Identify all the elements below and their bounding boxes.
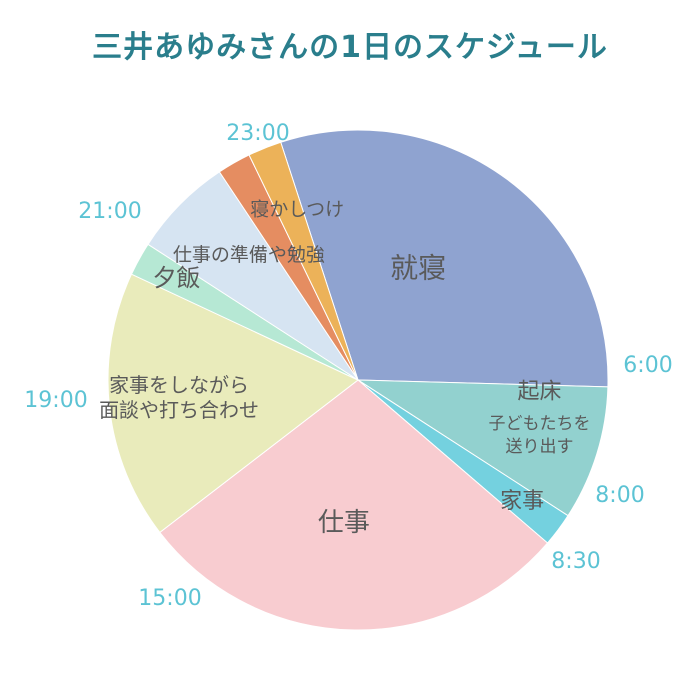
slice-label-junbi: 仕事の準備や勉強 — [173, 244, 325, 266]
time-label-6: 21:00 — [78, 199, 141, 224]
time-label-0: 23:00 — [226, 121, 289, 146]
slice-label-yuhan: 夕飯 — [152, 264, 200, 292]
slice-label-mendan-0: 家事をしながら — [109, 373, 249, 397]
slice-label-shushin: 就寝 — [390, 252, 446, 285]
pie-slice-shigoto — [159, 379, 549, 631]
pie-slice-extra — [248, 141, 359, 381]
slice-label-nekashitsuke: 寝かしつけ — [250, 199, 344, 221]
slice-label-mendan-1: 面談や打ち合わせ — [99, 398, 259, 422]
time-label-4: 15:00 — [138, 586, 201, 611]
time-label-1: 6:00 — [623, 353, 672, 378]
pie-slices — [107, 129, 609, 631]
time-label-2: 8:00 — [595, 483, 644, 508]
slice-sublabel-kisho-0: 子どもたちを — [488, 414, 590, 434]
slice-label-kisho: 起床 — [517, 379, 561, 404]
slice-label-kaji: 家事 — [500, 489, 544, 514]
slice-label-shigoto: 仕事 — [318, 508, 370, 538]
pie-slice-shushin — [280, 129, 609, 388]
time-labels: 23:00 6:00 8:00 8:30 15:00 19:00 21:00 — [24, 121, 672, 611]
slice-sublabel-kisho-1: 送り出す — [505, 437, 573, 457]
time-label-3: 8:30 — [551, 549, 600, 574]
pie-slice-kisho — [356, 379, 609, 517]
pie-slice-mendan — [107, 273, 359, 534]
time-label-5: 19:00 — [24, 388, 87, 413]
chart-title: 三井あゆみさんの1日のスケジュール — [92, 30, 608, 65]
